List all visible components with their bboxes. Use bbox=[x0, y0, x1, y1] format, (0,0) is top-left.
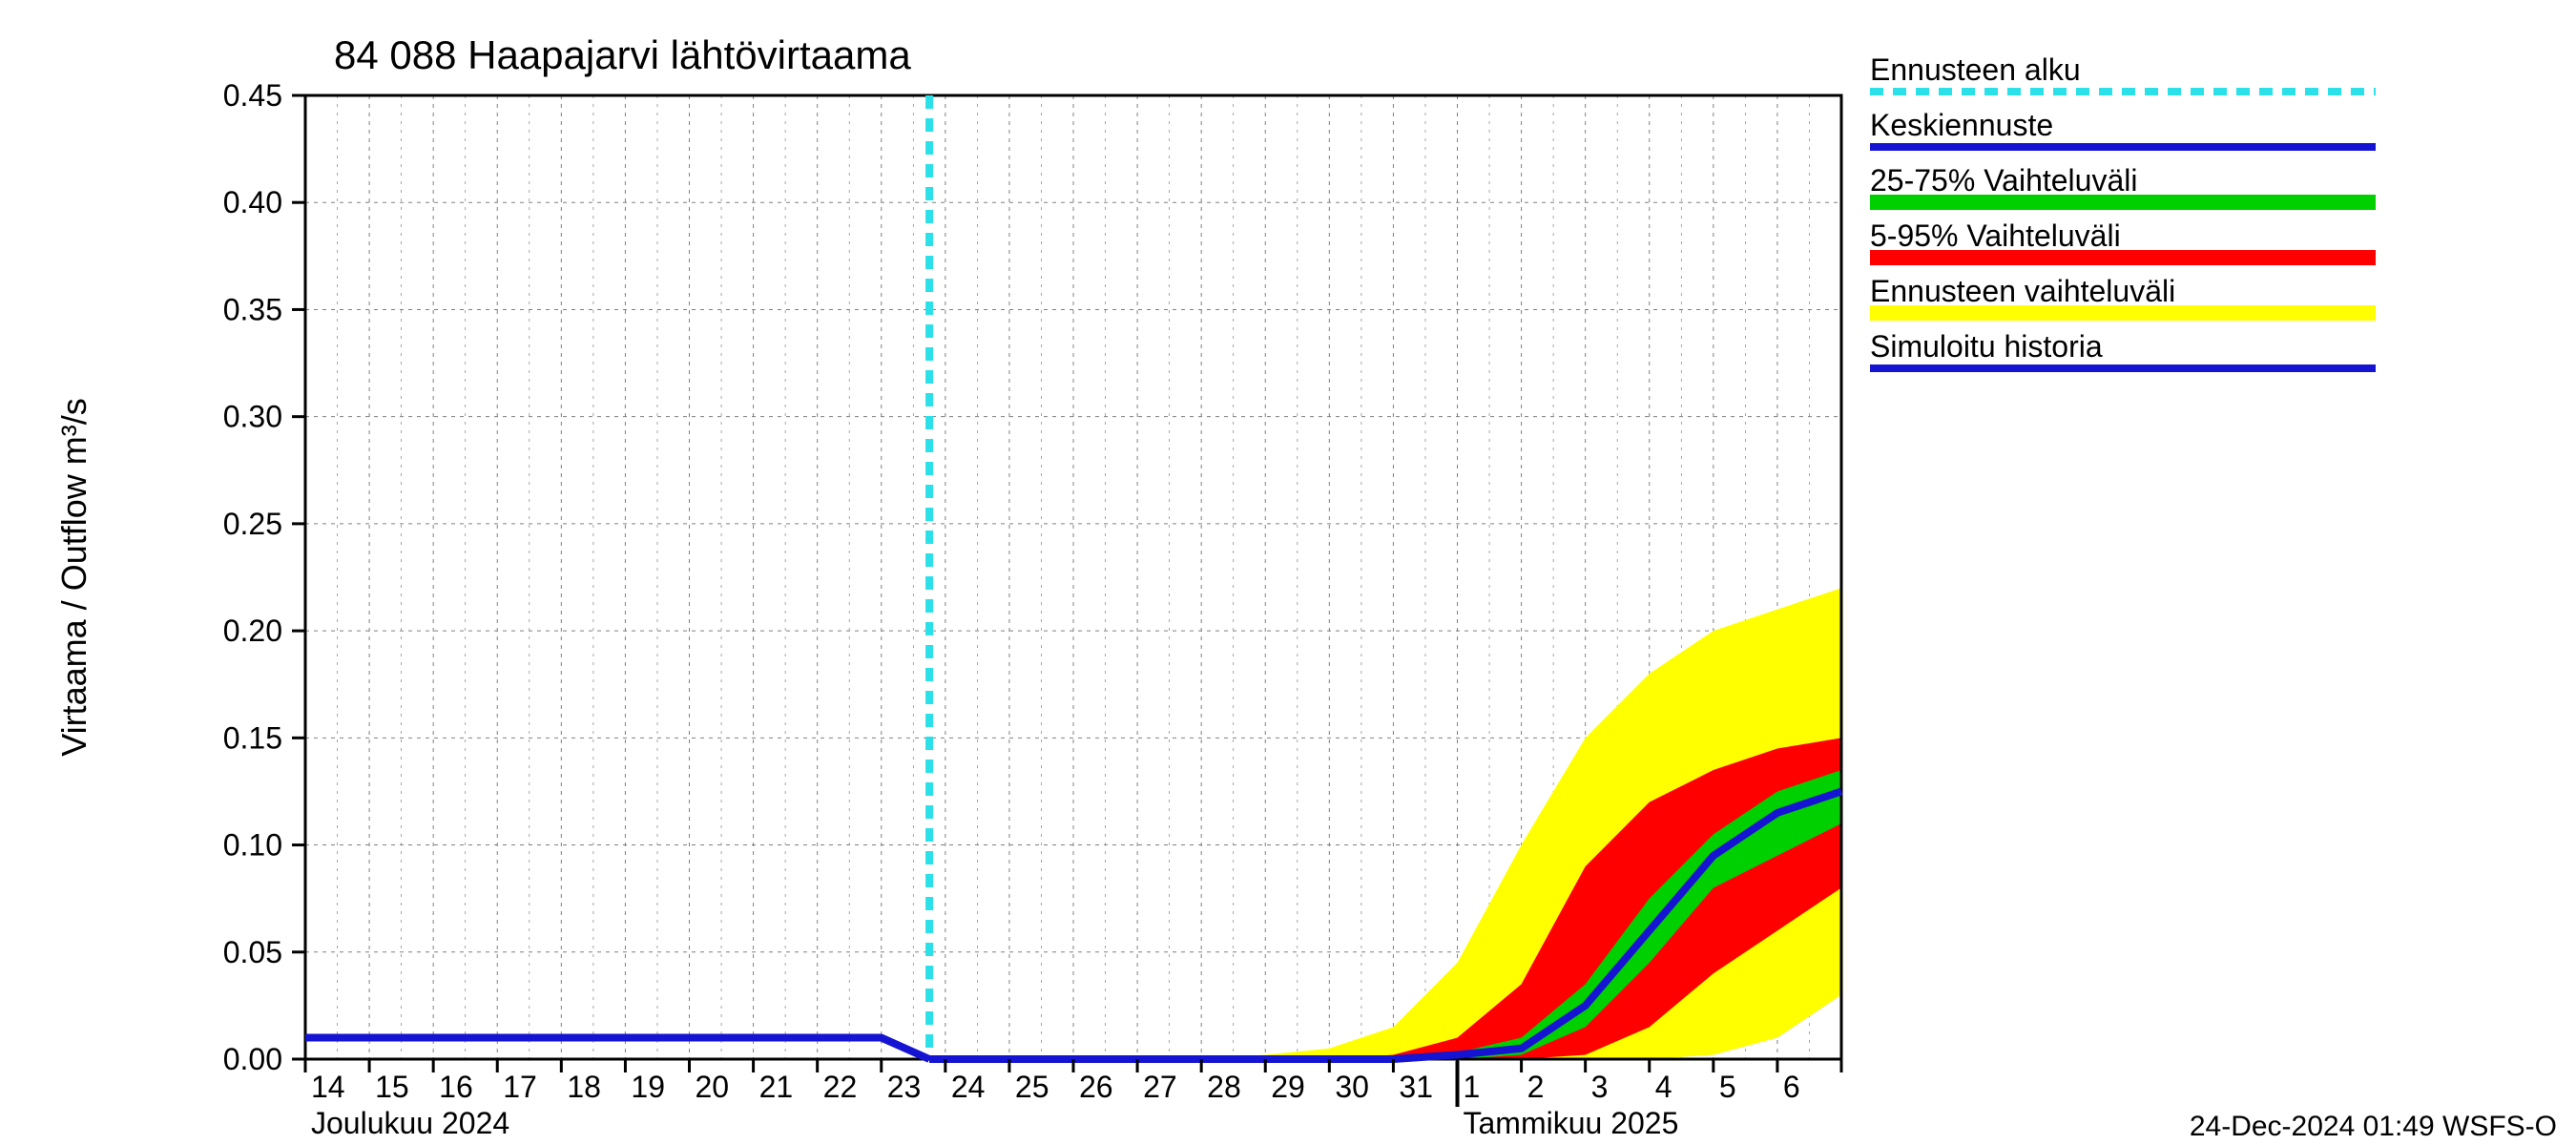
y-tick-label: 0.10 bbox=[223, 828, 282, 863]
x-tick-label: 1 bbox=[1464, 1070, 1481, 1104]
x-tick-label: 30 bbox=[1335, 1070, 1369, 1104]
x-tick-label: 5 bbox=[1719, 1070, 1736, 1104]
month-label: December bbox=[311, 1140, 452, 1145]
legend-label: 5-95% Vaihteluväli bbox=[1870, 219, 2121, 253]
y-tick-label: 0.25 bbox=[223, 507, 282, 541]
legend-label: Ennusteen alku bbox=[1870, 52, 2081, 87]
month-label: Joulukuu 2024 bbox=[311, 1106, 509, 1140]
legend-label: Keskiennuste bbox=[1870, 108, 2053, 142]
x-tick-label: 23 bbox=[887, 1070, 922, 1104]
y-tick-label: 0.00 bbox=[223, 1042, 282, 1076]
legend-label: 25-75% Vaihteluväli bbox=[1870, 163, 2137, 198]
x-tick-label: 2 bbox=[1527, 1070, 1545, 1104]
x-tick-label: 21 bbox=[759, 1070, 794, 1104]
chart-svg: 0.00 0.05 0.10 0.15 0.20 0.25 0.30 0.35 0.40 0.45… bbox=[0, 0, 2576, 1145]
x-tick-label: 4 bbox=[1655, 1070, 1672, 1104]
x-tick-label: 15 bbox=[375, 1070, 409, 1104]
chart-container: 0.00 0.05 0.10 0.15 0.20 0.25 0.30 0.35 0.40 0.45… bbox=[0, 0, 2576, 1145]
legend-swatch bbox=[1870, 305, 2376, 321]
x-tick-label: 25 bbox=[1015, 1070, 1049, 1104]
y-tick-label: 0.20 bbox=[223, 614, 282, 648]
chart-title: 84 088 Haapajarvi lähtövirtaama bbox=[334, 32, 911, 77]
y-tick-label: 0.45 bbox=[223, 78, 282, 113]
legend-label: Ennusteen vaihteluväli bbox=[1870, 274, 2175, 308]
y-tick-label: 0.30 bbox=[223, 400, 282, 434]
x-tick-label: 28 bbox=[1207, 1070, 1241, 1104]
legend-swatch bbox=[1870, 195, 2376, 210]
footer-timestamp: 24-Dec-2024 01:49 WSFS-O bbox=[2190, 1111, 2557, 1142]
x-tick-label: 22 bbox=[823, 1070, 858, 1104]
chart-bg bbox=[0, 0, 2576, 1145]
month-label: Tammikuu 2025 bbox=[1464, 1106, 1679, 1140]
y-tick-label: 0.05 bbox=[223, 935, 282, 969]
month-label: January bbox=[1464, 1140, 1572, 1145]
x-tick-label: 29 bbox=[1271, 1070, 1305, 1104]
x-tick-label: 17 bbox=[503, 1070, 537, 1104]
y-tick-label: 0.35 bbox=[223, 292, 282, 326]
x-tick-label: 16 bbox=[439, 1070, 473, 1104]
x-tick-label: 6 bbox=[1783, 1070, 1800, 1104]
y-tick-label: 0.15 bbox=[223, 720, 282, 755]
x-tick-label: 24 bbox=[951, 1070, 986, 1104]
x-tick-label: 27 bbox=[1143, 1070, 1177, 1104]
x-tick-label: 18 bbox=[567, 1070, 601, 1104]
x-tick-label: 3 bbox=[1591, 1070, 1609, 1104]
x-tick-label: 31 bbox=[1399, 1070, 1433, 1104]
legend-swatch bbox=[1870, 250, 2376, 265]
x-tick-label: 26 bbox=[1079, 1070, 1113, 1104]
legend-label: Simuloitu historia bbox=[1870, 329, 2103, 364]
x-tick-label: 20 bbox=[696, 1070, 730, 1104]
y-tick-label: 0.40 bbox=[223, 185, 282, 219]
y-axis-label: Virtaama / Outflow m³/s bbox=[54, 398, 93, 756]
x-tick-label: 19 bbox=[631, 1070, 665, 1104]
x-tick-label: 14 bbox=[311, 1070, 345, 1104]
